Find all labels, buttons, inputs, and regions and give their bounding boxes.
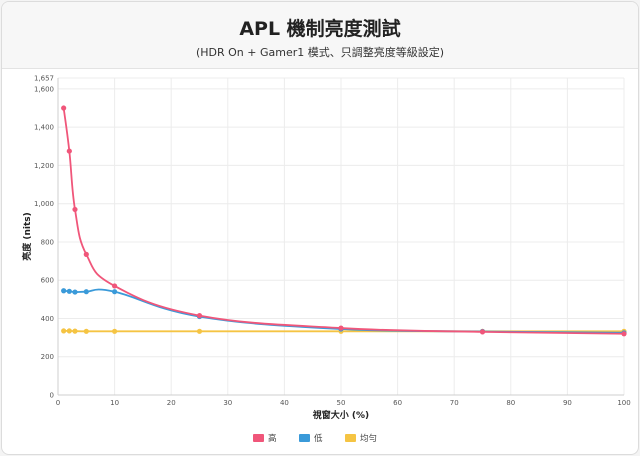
data-point	[621, 331, 627, 337]
y-tick-label: 400	[41, 315, 54, 323]
y-tick-label: 600	[41, 277, 54, 285]
x-tick-label: 70	[450, 399, 459, 407]
data-point	[72, 328, 78, 334]
data-point	[196, 313, 203, 319]
data-point	[72, 206, 78, 213]
data-point	[479, 329, 486, 335]
chart-header: APL 機制亮度測試 (HDR On + Gamer1 模式、只調整亮度等級設定…	[2, 2, 638, 69]
chart-title: APL 機制亮度測試	[239, 18, 401, 40]
y-tick-label: 1,000	[34, 200, 54, 208]
x-tick-label: 40	[280, 399, 289, 407]
y-tick-label: 800	[41, 238, 54, 246]
data-point	[66, 148, 72, 154]
series-line-0	[62, 107, 625, 335]
x-tick-label: 0	[56, 399, 60, 407]
chart-subtitle: (HDR On + Gamer1 模式、只調整亮度等級設定)	[195, 46, 445, 59]
legend-swatch	[345, 434, 356, 442]
x-tick-label: 90	[563, 399, 572, 407]
y-tick-label: 1,657	[34, 75, 54, 83]
legend-swatch	[299, 434, 310, 442]
y-tick-label: 0	[50, 392, 54, 400]
x-tick-label: 10	[110, 399, 119, 407]
data-point	[61, 105, 67, 111]
legend-swatch	[253, 434, 264, 442]
x-axis-title: 視窗大小 (%)	[312, 409, 369, 421]
x-tick-label: 60	[393, 399, 402, 407]
data-point	[196, 328, 203, 334]
data-point	[83, 289, 89, 295]
y-axis-title: 亮度 (nits)	[21, 212, 33, 261]
data-point	[61, 288, 67, 294]
legend-label: 均勻	[360, 433, 377, 444]
series-line-1	[63, 288, 625, 334]
data-point	[112, 289, 118, 295]
data-point	[66, 328, 72, 334]
data-point	[72, 289, 78, 295]
data-point	[66, 288, 72, 294]
data-point	[83, 251, 89, 257]
x-tick-label: 50	[337, 399, 346, 407]
x-tick-label: 30	[223, 399, 232, 407]
x-tick-label: 80	[506, 399, 515, 407]
legend-label: 低	[314, 433, 323, 444]
x-tick-label: 100	[617, 399, 630, 407]
data-point	[112, 328, 118, 334]
y-tick-label: 1,200	[34, 162, 54, 170]
data-point	[61, 328, 67, 334]
data-point	[338, 325, 344, 331]
y-tick-label: 200	[41, 353, 54, 361]
x-tick-label: 20	[167, 399, 176, 407]
y-tick-label: 1,600	[34, 85, 54, 93]
data-point	[112, 283, 118, 289]
y-tick-label: 1,400	[34, 124, 54, 132]
legend-label: 高	[268, 433, 277, 444]
data-point	[83, 328, 89, 334]
